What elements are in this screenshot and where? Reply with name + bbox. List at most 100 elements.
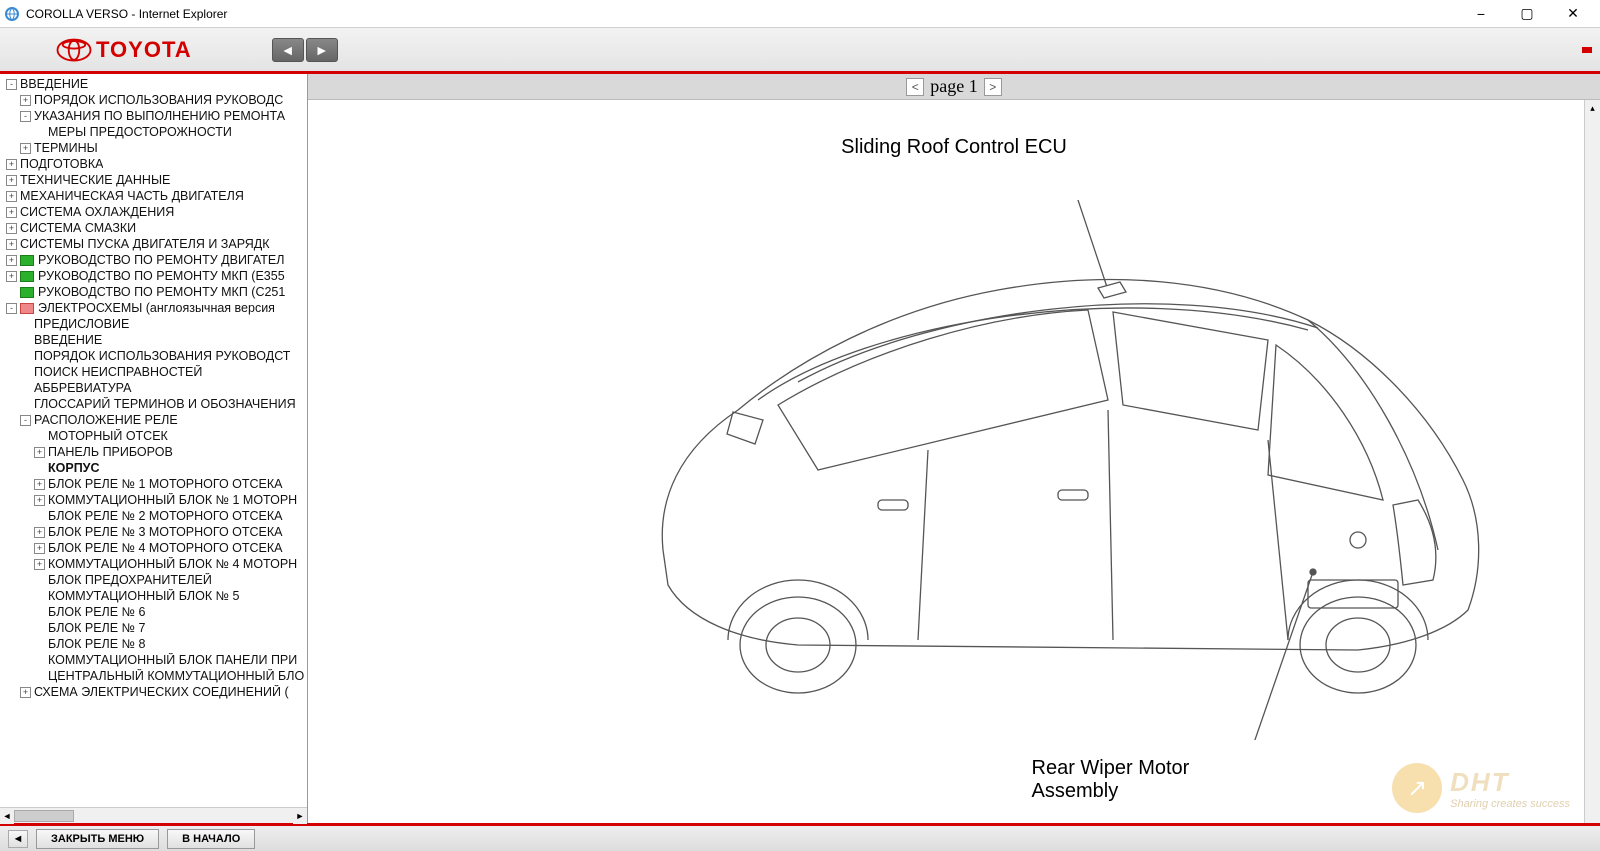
- bottombar: ◄ ЗАКРЫТЬ МЕНЮ В НАЧАЛО: [0, 823, 1600, 851]
- tree-spacer: [34, 431, 45, 442]
- tree-spacer: [34, 639, 45, 650]
- tree-item[interactable]: ГЛОССАРИЙ ТЕРМИНОВ И ОБОЗНАЧЕНИЯ: [0, 396, 307, 412]
- main-scrollbar[interactable]: ▴: [1584, 100, 1600, 823]
- watermark-icon: ↗: [1392, 763, 1442, 813]
- expand-icon[interactable]: +: [34, 543, 45, 554]
- tree-item-label: БЛОК РЕЛЕ № 1 МОТОРНОГО ОТСЕКА: [48, 477, 283, 491]
- tree-item-label: СХЕМА ЭЛЕКТРИЧЕСКИХ СОЕДИНЕНИЙ (: [34, 685, 289, 699]
- tree-item[interactable]: МОТОРНЫЙ ОТСЕК: [0, 428, 307, 444]
- tree-item[interactable]: ВВЕДЕНИЕ: [0, 332, 307, 348]
- expand-icon[interactable]: +: [34, 527, 45, 538]
- tree-item[interactable]: -РАСПОЛОЖЕНИЕ РЕЛЕ: [0, 412, 307, 428]
- tree-item[interactable]: +ТЕХНИЧЕСКИЕ ДАННЫЕ: [0, 172, 307, 188]
- tree-item[interactable]: +ПОДГОТОВКА: [0, 156, 307, 172]
- toyota-icon: [56, 38, 92, 62]
- tree-item[interactable]: +СХЕМА ЭЛЕКТРИЧЕСКИХ СОЕДИНЕНИЙ (: [0, 684, 307, 700]
- tree-item[interactable]: -УКАЗАНИЯ ПО ВЫПОЛНЕНИЮ РЕМОНТА: [0, 108, 307, 124]
- expand-icon[interactable]: +: [34, 495, 45, 506]
- tree-item[interactable]: +МЕХАНИЧЕСКАЯ ЧАСТЬ ДВИГАТЕЛЯ: [0, 188, 307, 204]
- tree-item[interactable]: +СИСТЕМЫ ПУСКА ДВИГАТЕЛЯ И ЗАРЯДК: [0, 236, 307, 252]
- expand-icon[interactable]: +: [34, 479, 45, 490]
- expand-icon[interactable]: +: [6, 159, 17, 170]
- close-button[interactable]: ✕: [1550, 0, 1596, 28]
- minimize-button[interactable]: −: [1458, 0, 1504, 28]
- tree-item[interactable]: ПОИСК НЕИСПРАВНОСТЕЙ: [0, 364, 307, 380]
- tree-item-label: КОММУТАЦИОННЫЙ БЛОК № 5: [48, 589, 239, 603]
- tree-item-label: МОТОРНЫЙ ОТСЕК: [48, 429, 168, 443]
- expand-icon[interactable]: +: [6, 255, 17, 266]
- expand-icon[interactable]: +: [6, 175, 17, 186]
- tree-item[interactable]: БЛОК РЕЛЕ № 2 МОТОРНОГО ОТСЕКА: [0, 508, 307, 524]
- tree-spacer: [34, 575, 45, 586]
- tree-item[interactable]: БЛОК РЕЛЕ № 7: [0, 620, 307, 636]
- tree-item[interactable]: -ЭЛЕКТРОСХЕМЫ (англоязычная версия: [0, 300, 307, 316]
- expand-icon[interactable]: +: [20, 143, 31, 154]
- callout-sliding-roof-ecu: Sliding Roof Control ECU: [841, 136, 1067, 159]
- expand-icon[interactable]: +: [20, 687, 31, 698]
- pager-label: page 1: [930, 76, 977, 97]
- expand-icon[interactable]: +: [34, 559, 45, 570]
- collapse-icon[interactable]: -: [6, 303, 17, 314]
- sidebar-scrollbar[interactable]: ◄►: [0, 807, 307, 823]
- pager-next-button[interactable]: >: [984, 78, 1002, 96]
- collapse-icon[interactable]: -: [6, 79, 17, 90]
- main-content: < page 1 > Sliding Roof Control ECU: [308, 74, 1600, 823]
- tree-item-label: БЛОК РЕЛЕ № 4 МОТОРНОГО ОТСЕКА: [48, 541, 283, 555]
- tree-item-label: ПОИСК НЕИСПРАВНОСТЕЙ: [34, 365, 202, 379]
- diagram-area: Sliding Roof Control ECU: [308, 100, 1600, 823]
- tree-item[interactable]: КОММУТАЦИОННЫЙ БЛОК № 5: [0, 588, 307, 604]
- tree-item[interactable]: РУКОВОДСТВО ПО РЕМОНТУ МКП (C251: [0, 284, 307, 300]
- tree-item[interactable]: +ПАНЕЛЬ ПРИБОРОВ: [0, 444, 307, 460]
- tree-item-label: БЛОК РЕЛЕ № 2 МОТОРНОГО ОТСЕКА: [48, 509, 283, 523]
- tree-item[interactable]: +КОММУТАЦИОННЫЙ БЛОК № 1 МОТОРН: [0, 492, 307, 508]
- tree-item-label: РУКОВОДСТВО ПО РЕМОНТУ МКП (E355: [38, 269, 285, 283]
- tree-item[interactable]: +ПОРЯДОК ИСПОЛЬЗОВАНИЯ РУКОВОДС: [0, 92, 307, 108]
- tree-item[interactable]: АББРЕВИАТУРА: [0, 380, 307, 396]
- expand-icon[interactable]: +: [6, 239, 17, 250]
- tree-item[interactable]: ЦЕНТРАЛЬНЫЙ КОММУТАЦИОННЫЙ БЛО: [0, 668, 307, 684]
- tree-item-label: РАСПОЛОЖЕНИЕ РЕЛЕ: [34, 413, 178, 427]
- expand-icon[interactable]: +: [6, 223, 17, 234]
- tree-item[interactable]: +РУКОВОДСТВО ПО РЕМОНТУ ДВИГАТЕЛ: [0, 252, 307, 268]
- tree-item[interactable]: КОРПУС: [0, 460, 307, 476]
- tree-item[interactable]: -ВВЕДЕНИЕ: [0, 76, 307, 92]
- tree-item[interactable]: КОММУТАЦИОННЫЙ БЛОК ПАНЕЛИ ПРИ: [0, 652, 307, 668]
- tree-item[interactable]: +ТЕРМИНЫ: [0, 140, 307, 156]
- tree-item-label: КОРПУС: [48, 461, 99, 475]
- expand-icon[interactable]: +: [34, 447, 45, 458]
- tree-item[interactable]: +СИСТЕМА ОХЛАЖДЕНИЯ: [0, 204, 307, 220]
- tree-item[interactable]: ПРЕДИСЛОВИЕ: [0, 316, 307, 332]
- to-start-button[interactable]: В НАЧАЛО: [167, 829, 255, 849]
- expand-icon[interactable]: +: [20, 95, 31, 106]
- tree-item[interactable]: +КОММУТАЦИОННЫЙ БЛОК № 4 МОТОРН: [0, 556, 307, 572]
- navigation-tree[interactable]: -ВВЕДЕНИЕ+ПОРЯДОК ИСПОЛЬЗОВАНИЯ РУКОВОДС…: [0, 74, 307, 807]
- window-titlebar: COROLLA VERSO - Internet Explorer − ▢ ✕: [0, 0, 1600, 28]
- tree-item[interactable]: +СИСТЕМА СМАЗКИ: [0, 220, 307, 236]
- tree-item[interactable]: БЛОК РЕЛЕ № 8: [0, 636, 307, 652]
- tree-item-label: ВВЕДЕНИЕ: [20, 77, 88, 91]
- tree-item-label: ТЕРМИНЫ: [34, 141, 98, 155]
- close-menu-button[interactable]: ЗАКРЫТЬ МЕНЮ: [36, 829, 159, 849]
- expand-icon[interactable]: +: [6, 271, 17, 282]
- expand-icon[interactable]: +: [6, 207, 17, 218]
- collapse-icon[interactable]: -: [20, 415, 31, 426]
- tree-spacer: [20, 399, 31, 410]
- tree-item[interactable]: БЛОК ПРЕДОХРАНИТЕЛЕЙ: [0, 572, 307, 588]
- tree-item-label: СИСТЕМЫ ПУСКА ДВИГАТЕЛЯ И ЗАРЯДК: [20, 237, 270, 251]
- maximize-button[interactable]: ▢: [1504, 0, 1550, 28]
- bottom-back-button[interactable]: ◄: [8, 830, 28, 848]
- tree-item[interactable]: + РУКОВОДСТВО ПО РЕМОНТУ МКП (E355: [0, 268, 307, 284]
- ie-icon: [4, 6, 20, 22]
- nav-forward-button[interactable]: ►: [306, 38, 338, 62]
- tree-item[interactable]: МЕРЫ ПРЕДОСТОРОЖНОСТИ: [0, 124, 307, 140]
- tree-item[interactable]: БЛОК РЕЛЕ № 6: [0, 604, 307, 620]
- tree-item[interactable]: +БЛОК РЕЛЕ № 1 МОТОРНОГО ОТСЕКА: [0, 476, 307, 492]
- tree-item-label: БЛОК РЕЛЕ № 7: [48, 621, 145, 635]
- tree-item[interactable]: +БЛОК РЕЛЕ № 3 МОТОРНОГО ОТСЕКА: [0, 524, 307, 540]
- collapse-icon[interactable]: -: [20, 111, 31, 122]
- pager-prev-button[interactable]: <: [906, 78, 924, 96]
- expand-icon[interactable]: +: [6, 191, 17, 202]
- tree-item[interactable]: +БЛОК РЕЛЕ № 4 МОТОРНОГО ОТСЕКА: [0, 540, 307, 556]
- nav-back-button[interactable]: ◄: [272, 38, 304, 62]
- tree-item[interactable]: ПОРЯДОК ИСПОЛЬЗОВАНИЯ РУКОВОДСТ: [0, 348, 307, 364]
